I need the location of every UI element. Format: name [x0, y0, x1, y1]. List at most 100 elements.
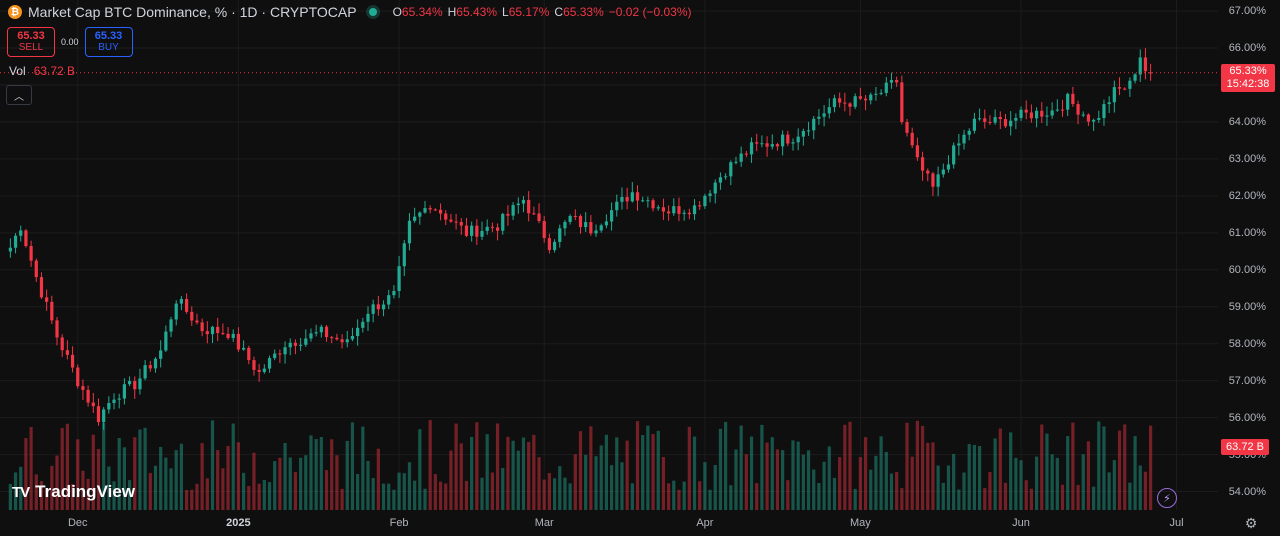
volume-bar [594, 456, 598, 510]
candle-body [858, 96, 862, 99]
volume-bar [231, 423, 235, 510]
volume-bar [1107, 472, 1111, 510]
volume-bar [724, 421, 728, 510]
candle-body [1066, 93, 1070, 110]
candle-body [174, 303, 178, 320]
volume-bar [464, 480, 469, 510]
candle-body [24, 230, 28, 246]
candle-body [765, 143, 769, 147]
volume-bar [1092, 486, 1096, 510]
price-axis-label: 60.00% [1228, 263, 1266, 276]
buy-button[interactable]: 65.33 BUY [84, 27, 133, 57]
price-axis-label: 54.00% [1228, 485, 1266, 498]
volume-bar [760, 424, 764, 510]
volume-legend[interactable]: Vol 63.72 B [9, 64, 75, 78]
candle-body [527, 199, 531, 214]
volume-bar [599, 445, 603, 510]
candle-body [744, 153, 748, 155]
candle-body [288, 342, 292, 348]
time-axis-label: Apr [696, 517, 714, 529]
candle-body [812, 118, 816, 131]
volume-bar [1034, 456, 1039, 510]
candle-body [195, 320, 199, 323]
time-axis-label: May [849, 517, 871, 529]
sell-button[interactable]: 65.33 SELL [7, 27, 55, 57]
volume-bar [1003, 482, 1008, 510]
tradingview-logo[interactable]: TV TradingView [12, 482, 135, 502]
volume-bar [70, 483, 75, 510]
candle-body [977, 118, 982, 120]
volume-bar [200, 443, 204, 510]
volume-bar [34, 474, 38, 510]
volume-bar [29, 426, 33, 510]
volume-bar [50, 465, 54, 510]
volume-bar [438, 481, 443, 510]
candle-body [770, 144, 774, 147]
candle-body [1003, 119, 1008, 127]
volume-bar [698, 481, 702, 510]
candle-body [278, 353, 282, 355]
volume-bar [91, 434, 95, 510]
volume-bar [81, 470, 85, 510]
candle-body [1112, 87, 1116, 103]
candle-body [356, 327, 360, 337]
volume-bar [656, 430, 660, 510]
candle-body [102, 409, 106, 423]
volume-bar [60, 427, 64, 510]
volume-bar [853, 488, 857, 510]
candle-body [252, 360, 256, 370]
volume-bar [879, 436, 883, 510]
volume-bar [672, 480, 676, 510]
candle-body [122, 384, 126, 399]
volume-bar [957, 489, 961, 510]
candle-body [392, 291, 396, 296]
volume-bar [117, 437, 121, 510]
bitcoin-icon: ₿ [8, 5, 22, 19]
sell-label: SELL [18, 42, 44, 53]
lightning-icon[interactable]: ⚡ [1157, 488, 1177, 508]
volume-bar [392, 489, 396, 510]
candle-body [905, 121, 909, 133]
candle-body [1102, 104, 1106, 119]
candle-body [801, 130, 805, 137]
volume-bar [495, 423, 500, 510]
volume-bar [1066, 436, 1070, 510]
candle-body [682, 212, 686, 214]
volume-bar [749, 436, 754, 510]
candle-body [397, 266, 401, 292]
volume-bar [24, 438, 28, 510]
volume-bar [708, 489, 712, 510]
candle-body [874, 93, 878, 95]
logo-text: TradingView [35, 482, 135, 501]
volume-bar [1071, 422, 1075, 510]
low-label: L [502, 5, 509, 19]
gear-icon[interactable]: ⚙ [1244, 514, 1258, 531]
current-price: 65.33% [1229, 65, 1267, 77]
volume-bar [423, 488, 427, 510]
candle-body [299, 344, 303, 346]
volume-bar [682, 481, 686, 510]
candle-body [96, 406, 101, 423]
candle-body [599, 225, 603, 231]
chart-title[interactable]: Market Cap BTC Dominance, % · 1D · CRYPT… [28, 4, 357, 20]
volume-bar [895, 472, 899, 510]
candle-body [516, 203, 520, 206]
volume-bar [236, 442, 241, 510]
volume-bar [734, 449, 738, 510]
candle-body [1029, 112, 1034, 119]
volume-bar [257, 483, 261, 510]
candle-body [210, 326, 215, 335]
candle-body [967, 130, 971, 135]
candle-body [900, 82, 904, 122]
volume-bar [433, 474, 437, 510]
candle-body [1081, 114, 1085, 116]
candle-body [1071, 93, 1075, 105]
volume-bar [76, 439, 80, 510]
collapse-legend-button[interactable]: ︿ [6, 85, 32, 105]
candle-body [630, 192, 634, 202]
volume-bar [755, 483, 759, 510]
price-axis-label: 59.00% [1228, 300, 1266, 313]
candle-body [672, 206, 676, 214]
volume-bar [578, 431, 583, 510]
